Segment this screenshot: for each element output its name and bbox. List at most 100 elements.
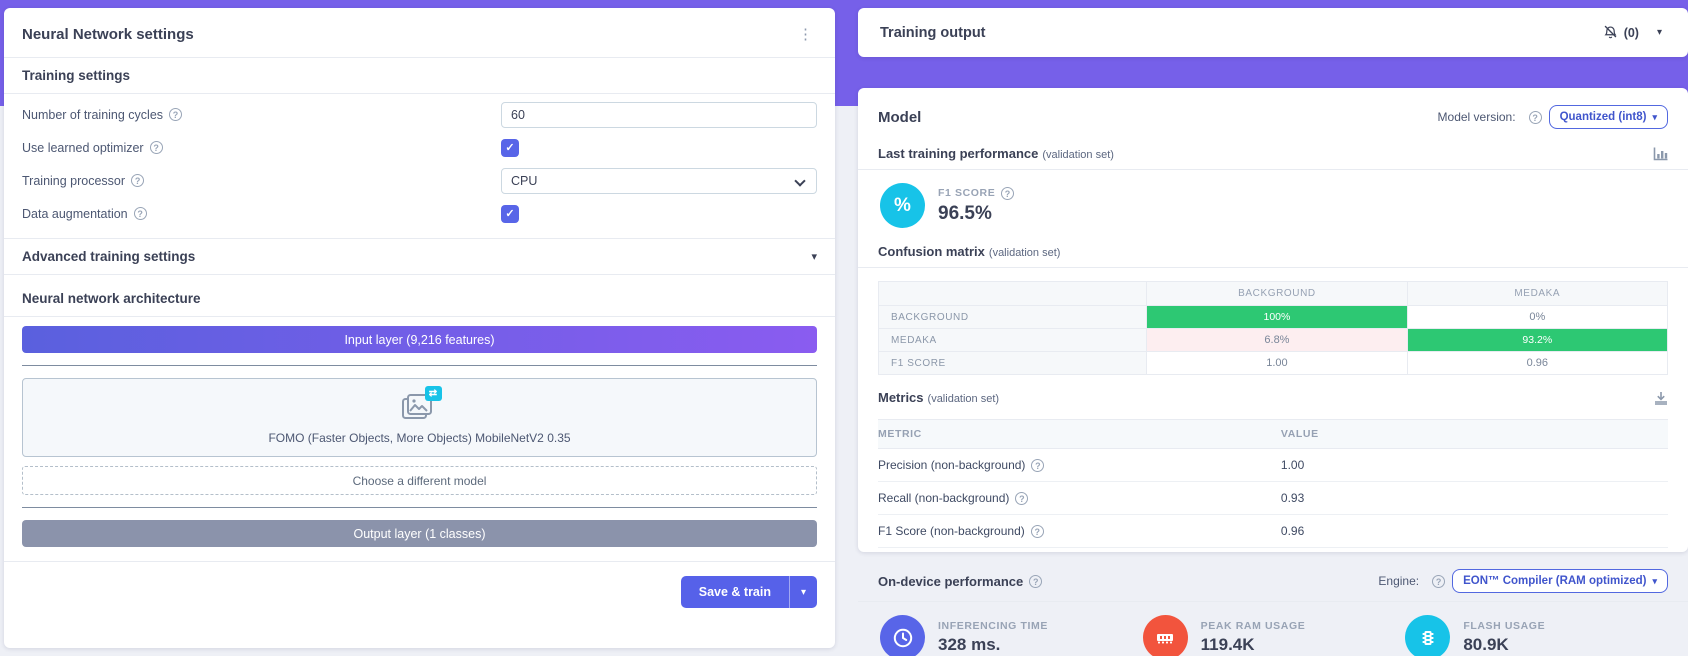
stat-label: FLASH USAGE bbox=[1463, 620, 1546, 632]
panel-collapse-caret[interactable] bbox=[1657, 27, 1662, 38]
confusion-matrix-heading-row: Confusion matrix (validation set) bbox=[878, 238, 1668, 267]
data-augmentation-label: Data augmentation bbox=[22, 206, 128, 221]
divider bbox=[858, 267, 1688, 268]
table-row: BACKGROUND MEDAKA bbox=[877, 281, 1669, 306]
layer-connector bbox=[22, 365, 817, 366]
last-training-heading-row: Last training performance (validation set… bbox=[878, 135, 1668, 169]
data-augmentation-checkbox[interactable] bbox=[501, 204, 519, 223]
save-train-dropdown-button[interactable] bbox=[789, 576, 817, 608]
architecture-diagram: Input layer (9,216 features) FOMO (Faste… bbox=[4, 317, 835, 547]
help-icon[interactable] bbox=[1030, 525, 1044, 538]
help-icon[interactable] bbox=[1432, 574, 1446, 588]
column-header: BACKGROUND bbox=[1146, 281, 1408, 306]
learned-optimizer-checkbox[interactable] bbox=[501, 138, 519, 157]
field-row-training-cycles: Number of training cycles bbox=[22, 98, 817, 131]
confusion-matrix-subtitle: (validation set) bbox=[988, 247, 1061, 259]
confusion-matrix-table: BACKGROUND MEDAKA BACKGROUND 100% 0% MED… bbox=[877, 281, 1669, 375]
layer-connector bbox=[22, 507, 817, 508]
stat-label: PEAK RAM USAGE bbox=[1200, 620, 1306, 632]
training-cycles-label: Number of training cycles bbox=[22, 107, 164, 122]
row-label: MEDAKA bbox=[877, 328, 1148, 352]
notifications-toggle[interactable]: (0) bbox=[1603, 25, 1639, 40]
metric-label: Recall (non-background) bbox=[878, 491, 1010, 505]
stat-label: INFERENCING TIME bbox=[938, 620, 1048, 632]
table-row: METRIC VALUE bbox=[878, 419, 1668, 449]
help-icon[interactable] bbox=[149, 141, 163, 154]
help-icon[interactable] bbox=[1029, 574, 1043, 588]
model-version-value: Quantized (int8) bbox=[1559, 111, 1647, 123]
column-header-value: VALUE bbox=[1280, 419, 1668, 449]
help-icon[interactable] bbox=[1015, 492, 1029, 505]
stat-value: 328 ms. bbox=[938, 635, 1001, 654]
table-row: Recall (non-background) 0.93 bbox=[878, 481, 1668, 515]
model-name: FOMO (Faster Objects, More Objects) Mobi… bbox=[268, 431, 571, 445]
field-row-data-augmentation: Data augmentation bbox=[22, 197, 817, 230]
on-device-heading-row: On-device performance Engine: EON™ Compi… bbox=[878, 558, 1668, 601]
divider bbox=[4, 316, 835, 317]
model-version-dropdown[interactable]: Quantized (int8) bbox=[1548, 105, 1668, 129]
neural-network-settings-panel: Neural Network settings Training setting… bbox=[4, 8, 835, 648]
divider bbox=[4, 93, 835, 94]
kebab-menu-icon[interactable] bbox=[794, 25, 817, 44]
help-icon[interactable] bbox=[1528, 110, 1542, 124]
model-version-label: Model version: bbox=[1437, 110, 1516, 124]
table-row: F1 SCORE 1.00 0.96 bbox=[877, 351, 1669, 375]
training-processor-select[interactable]: CPU bbox=[501, 167, 817, 194]
table-row: MEDAKA 6.8% 93.2% bbox=[877, 328, 1669, 352]
selected-model-card[interactable]: FOMO (Faster Objects, More Objects) Mobi… bbox=[22, 378, 817, 457]
metric-label: F1 Score (non-background) bbox=[878, 524, 1025, 538]
matrix-cell: 1.00 bbox=[1146, 351, 1408, 375]
engine-dropdown[interactable]: EON™ Compiler (RAM optimized) bbox=[1452, 569, 1668, 593]
model-title: Model bbox=[878, 108, 922, 126]
metrics-subtitle: (validation set) bbox=[927, 393, 1000, 405]
chevron-down-icon bbox=[1652, 575, 1657, 587]
image-transfer-icon bbox=[400, 386, 442, 424]
table-row: BACKGROUND 100% 0% bbox=[877, 305, 1669, 329]
divider bbox=[4, 561, 835, 562]
section-advanced-settings[interactable]: Advanced training settings bbox=[4, 239, 835, 274]
save-train-button[interactable]: Save & train bbox=[680, 576, 789, 608]
chevron-down-icon[interactable] bbox=[811, 250, 817, 263]
training-settings-fields: Number of training cycles Use learned op… bbox=[4, 94, 835, 238]
f1-score-block: % F1 SCORE 96.5% bbox=[878, 170, 1668, 238]
histogram-icon[interactable] bbox=[1653, 147, 1668, 161]
confusion-matrix-title: Confusion matrix bbox=[878, 244, 985, 259]
training-processor-label: Training processor bbox=[22, 173, 126, 188]
table-row: F1 Score (non-background) 0.96 bbox=[878, 514, 1668, 548]
divider bbox=[4, 57, 835, 58]
matrix-cell: 0% bbox=[1406, 305, 1669, 329]
help-icon[interactable] bbox=[131, 174, 145, 187]
engine-label: Engine: bbox=[1378, 574, 1420, 588]
help-icon[interactable] bbox=[169, 108, 183, 121]
architecture-heading: Neural network architecture bbox=[22, 291, 201, 306]
input-layer-bar: Input layer (9,216 features) bbox=[22, 326, 817, 353]
save-train-split-button: Save & train bbox=[680, 576, 817, 608]
last-training-title: Last training performance bbox=[878, 146, 1039, 161]
download-icon[interactable] bbox=[1654, 391, 1668, 405]
training-cycles-input[interactable] bbox=[501, 101, 817, 128]
matrix-cell: 0.96 bbox=[1406, 351, 1669, 375]
page-title: Neural Network settings bbox=[22, 26, 194, 43]
advanced-settings-heading: Advanced training settings bbox=[22, 249, 196, 264]
field-row-learned-optimizer: Use learned optimizer bbox=[22, 131, 817, 164]
row-label: F1 SCORE bbox=[877, 351, 1148, 375]
notifications-count: (0) bbox=[1623, 25, 1639, 40]
help-icon[interactable] bbox=[133, 207, 147, 220]
chevron-down-icon bbox=[794, 174, 806, 187]
divider bbox=[858, 601, 1688, 602]
metric-value: 0.93 bbox=[1280, 481, 1668, 515]
engine-group: Engine: EON™ Compiler (RAM optimized) bbox=[1378, 569, 1668, 593]
metrics-heading-row: Metrics (validation set) bbox=[878, 379, 1668, 413]
stat-value: 80.9K bbox=[1463, 635, 1509, 654]
training-settings-heading: Training settings bbox=[22, 68, 131, 83]
bell-slash-icon bbox=[1604, 25, 1617, 39]
divider bbox=[858, 169, 1688, 170]
metric-label: Precision (non-background) bbox=[878, 458, 1026, 472]
f1-score-value: 96.5% bbox=[938, 202, 992, 224]
help-icon[interactable] bbox=[1031, 459, 1045, 472]
on-device-stats: INFERENCING TIME 328 ms. PEAK RAM USAGE bbox=[878, 602, 1668, 656]
table-row: Precision (non-background) 1.00 bbox=[878, 448, 1668, 482]
help-icon[interactable] bbox=[1001, 186, 1015, 200]
matrix-cell: 100% bbox=[1146, 305, 1408, 329]
choose-different-model-button[interactable]: Choose a different model bbox=[22, 466, 817, 495]
